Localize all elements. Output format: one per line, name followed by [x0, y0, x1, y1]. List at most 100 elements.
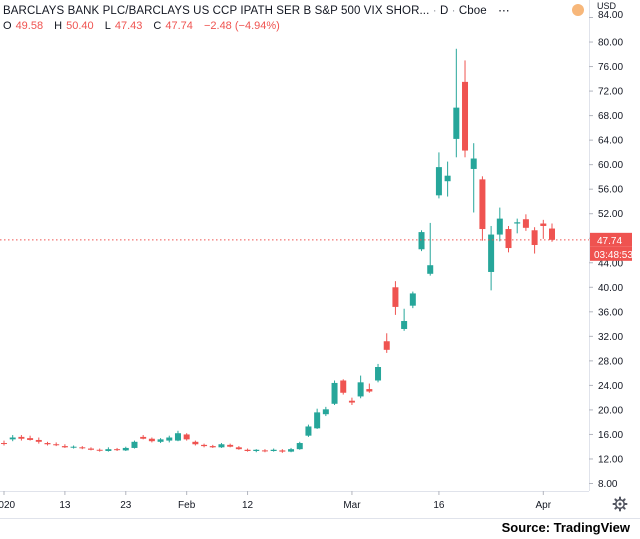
candle [383, 333, 390, 353]
candle-body [201, 444, 208, 447]
candle [166, 435, 173, 443]
y-tick-label: 84.00 [598, 10, 623, 21]
candle-body [522, 219, 529, 228]
candle-body [462, 81, 469, 151]
candle-body [244, 449, 251, 452]
y-tick-label: 36.00 [598, 307, 623, 318]
candle-body [427, 265, 434, 274]
gear-icon[interactable] [612, 496, 628, 512]
y-tick-label: 24.00 [598, 381, 623, 392]
candle-body [70, 446, 77, 448]
candle-body [357, 382, 364, 397]
candle [131, 440, 138, 449]
symbol-title: BARCLAYS BANK PLC/BARCLAYS US CCP IPATH … [3, 5, 430, 17]
candle [488, 225, 495, 291]
candle [514, 218, 521, 234]
candle [279, 449, 286, 453]
gear-hub [618, 502, 622, 506]
more-icon[interactable]: ⋯ [498, 5, 511, 17]
candle [462, 60, 469, 158]
candle [331, 380, 338, 406]
candle-body [409, 293, 416, 306]
candle-body [261, 450, 268, 452]
x-tick-label: Mar [343, 500, 361, 511]
candle-body [322, 409, 329, 415]
candle [18, 435, 25, 441]
close-value: 47.74 [165, 20, 193, 32]
y-tick-label: 28.00 [598, 356, 623, 367]
candle [87, 447, 94, 451]
candle-body [270, 449, 277, 452]
candle [244, 448, 251, 452]
candle [522, 214, 529, 231]
change-value: −2.48 (−4.94%) [203, 20, 280, 32]
x-tick-label: 16 [433, 500, 445, 511]
alert-dot-icon[interactable] [572, 4, 584, 16]
candle-body [279, 450, 286, 452]
high-value: 50.40 [66, 20, 94, 32]
candle-body [157, 439, 164, 442]
candle [140, 435, 147, 440]
candle [427, 222, 434, 276]
candle [1, 440, 7, 446]
y-tick-label: 80.00 [598, 38, 623, 49]
y-tick-label: 32.00 [598, 332, 623, 343]
candle [253, 449, 260, 453]
ohlc-readout: O 49.58 H 50.40 L 47.43 C 47.74 −2.48 (−4.94… [3, 20, 280, 32]
candle [79, 446, 86, 450]
candle-body [18, 436, 25, 439]
candle-body [122, 447, 129, 451]
candle [496, 207, 503, 242]
candle-body [288, 449, 295, 452]
candle-body [453, 107, 460, 139]
y-tick-label: 40.00 [598, 283, 623, 294]
candle-body [540, 223, 547, 226]
candle [174, 430, 181, 442]
candle [375, 363, 382, 383]
candle [348, 397, 355, 406]
candle-body [444, 175, 451, 182]
y-tick-label: 44.00 [598, 258, 623, 269]
candle-body [79, 447, 86, 449]
candle [418, 230, 425, 252]
candle [270, 448, 277, 452]
candle [392, 281, 399, 315]
candle-body [479, 179, 486, 230]
candle-body [296, 443, 303, 450]
candle [9, 435, 16, 442]
candle-body [131, 441, 138, 448]
candle [201, 443, 208, 448]
candle-body [418, 232, 425, 250]
interval-label[interactable]: D [439, 5, 449, 17]
x-tick-label: Feb [178, 500, 196, 511]
candle [218, 443, 225, 448]
candle [479, 176, 486, 241]
candle [183, 433, 190, 441]
candle [105, 447, 112, 452]
x-tick-label: Apr [536, 500, 552, 511]
candle [453, 48, 460, 158]
low-value: 47.43 [114, 20, 143, 32]
candle [470, 143, 477, 213]
y-tick-label: 12.00 [598, 454, 623, 465]
last-price-label: 47.74 [597, 236, 622, 247]
open-value: 49.58 [15, 20, 44, 32]
candle [444, 161, 451, 197]
candle-body [549, 228, 555, 240]
y-tick-label: 56.00 [598, 185, 623, 196]
y-tick-label: 16.00 [598, 430, 623, 441]
y-axis: USD 8.00 12.00 16.00 20.00 24.00 28.00 32.00 36.… [589, 0, 623, 491]
candle [70, 445, 77, 449]
y-tick-label: 76.00 [598, 62, 623, 73]
candle-body [401, 321, 408, 329]
x-tick-label: 23 [120, 500, 132, 511]
candle [27, 435, 34, 441]
candle-body [383, 341, 390, 350]
candle [227, 443, 234, 448]
y-tick-label: 20.00 [598, 405, 623, 416]
candle [549, 223, 555, 242]
source-credit: Source: TradingView [501, 520, 630, 535]
candle [357, 375, 364, 399]
candle-body [53, 444, 60, 446]
